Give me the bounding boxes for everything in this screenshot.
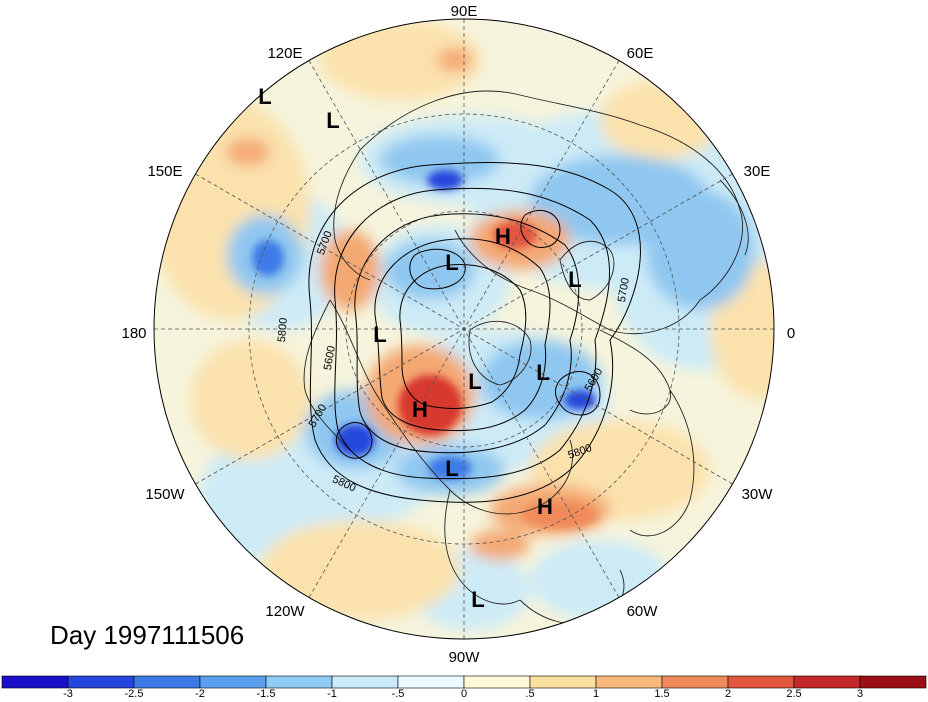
greenland-coast xyxy=(468,320,532,386)
contour-5400 xyxy=(399,263,527,409)
longitude-label: 60W xyxy=(627,603,659,620)
date-title: Day 1997111506 xyxy=(50,620,245,650)
colorbar-tick-label: -1 xyxy=(327,688,337,700)
low-pressure-marker: L xyxy=(326,108,339,133)
longitude-label: 180 xyxy=(121,325,146,342)
colorbar-tick-label: -.5 xyxy=(392,688,405,700)
north-america-coast xyxy=(329,299,574,515)
contour-5800-outer xyxy=(308,162,641,503)
high-pressure-marker: H xyxy=(537,494,553,519)
colorbar-swatch xyxy=(793,675,861,689)
high-pressure-marker: H xyxy=(412,397,428,422)
eurasia-coast xyxy=(359,90,744,335)
contour-high-eurasia xyxy=(520,210,561,248)
colorbar-swatch xyxy=(595,675,663,689)
contour-label: 5600 xyxy=(322,345,338,371)
longitude-label: 150E xyxy=(147,163,182,180)
anomaly-field xyxy=(154,19,774,639)
colorbar-tick-label: 1.5 xyxy=(654,688,669,700)
low-pressure-marker: L xyxy=(568,267,581,292)
graticule xyxy=(154,19,774,639)
colorbar-swatch xyxy=(67,675,135,689)
colorbar-swatch xyxy=(859,675,927,689)
colorbar-tick-label: -2 xyxy=(195,688,205,700)
asia-east-coast xyxy=(333,149,371,281)
central-america-coast xyxy=(444,489,521,605)
colorbar-tick-label: .5 xyxy=(525,688,534,700)
longitude-label: 90W xyxy=(449,649,481,666)
colorbar-tick-label: 1 xyxy=(593,688,599,700)
colorbar: -3 -2.5 -2 -1.5 -1 -.5 0 .5 1 1.5 2 2.5 3 xyxy=(1,675,927,700)
colorbar-tick-label: -2.5 xyxy=(125,688,144,700)
high-pressure-marker: H xyxy=(495,224,511,249)
colorbar-swatch xyxy=(1,675,69,689)
height-contours xyxy=(308,162,641,503)
colorbar-tick-label: -3 xyxy=(63,688,73,700)
longitude-label: 90E xyxy=(451,3,478,20)
colorbar-tick-label: -1.5 xyxy=(257,688,276,700)
longitude-label: 150W xyxy=(145,486,185,503)
longitude-labels: 90E 60E 30E 0 30W 60W 90W 120W 150W 180 150E 120E xyxy=(121,3,795,666)
colorbar-tick-label: 2 xyxy=(725,688,731,700)
africa-coast xyxy=(629,389,695,537)
contour-low-siberia xyxy=(409,248,466,290)
alaska-coast xyxy=(303,299,351,451)
longitude-label: 30E xyxy=(744,163,771,180)
contour-low-atlantic xyxy=(554,371,601,416)
low-pressure-marker: L xyxy=(468,369,481,394)
colorbar-swatch xyxy=(331,675,399,689)
colorbar-swatch xyxy=(133,675,201,689)
europe-coast xyxy=(599,329,672,415)
low-pressure-marker: L xyxy=(373,322,386,347)
contour-label: 5700 xyxy=(616,277,632,303)
contour-low-pacific xyxy=(335,422,373,459)
longitude-label: 30W xyxy=(742,486,774,503)
pressure-centers: L L H L L L L L H L H L xyxy=(258,84,581,612)
colorbar-swatch xyxy=(661,675,729,689)
colorbar-tick-label: 3 xyxy=(857,688,863,700)
longitude-label: 60E xyxy=(627,45,654,62)
colorbar-tick-label: 0 xyxy=(461,688,467,700)
scandinavia-coast xyxy=(559,240,615,301)
longitude-label: 0 xyxy=(787,325,795,342)
colorbar-swatch xyxy=(463,675,531,689)
low-pressure-marker: L xyxy=(445,456,458,481)
india-coast xyxy=(719,179,749,256)
longitude-label: 120W xyxy=(265,603,305,620)
low-pressure-marker: L xyxy=(258,84,271,109)
colorbar-swatch xyxy=(397,675,465,689)
contour-5700 xyxy=(334,187,610,480)
colorbar-swatch xyxy=(529,675,597,689)
contour-label: 5800 xyxy=(276,317,290,342)
colorbar-swatch xyxy=(727,675,795,689)
contour-5600 xyxy=(354,213,580,454)
colorbar-swatch xyxy=(265,675,333,689)
map-boundary xyxy=(153,18,775,640)
contour-5500 xyxy=(374,238,551,432)
colorbar-tick-label: 2.5 xyxy=(786,688,801,700)
low-pressure-marker: L xyxy=(471,587,484,612)
low-pressure-marker: L xyxy=(536,360,549,385)
low-pressure-marker: L xyxy=(445,250,458,275)
longitude-label: 120E xyxy=(267,45,302,62)
colorbar-swatch xyxy=(199,675,267,689)
